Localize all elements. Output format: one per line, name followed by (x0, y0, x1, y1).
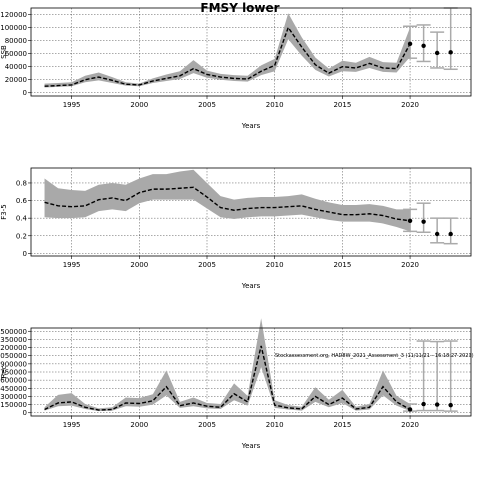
projection-point (448, 402, 453, 408)
x-tick-label: 2015 (333, 421, 351, 429)
x-tick-label: 2010 (266, 421, 284, 429)
y-tick-label: 0.2 (16, 232, 27, 240)
x-tick-label: 2005 (198, 101, 216, 109)
y-tick-label: 120000 (0, 11, 27, 19)
f-panel: 1995 2000 2005 2010 2015 2020 0 0.2 0.4 0.6 0.8 Yea… (0, 167, 472, 290)
projection-point (407, 41, 413, 47)
y-tick-label: 100000 (0, 24, 27, 32)
projection-point (434, 50, 440, 56)
y-tick-label: 60000 (5, 50, 27, 58)
x-tick-label: 2005 (198, 261, 216, 269)
x-tick-label: 1995 (63, 421, 81, 429)
projection-point (448, 50, 453, 55)
y-tick-label: 0.6 (16, 197, 28, 205)
x-tick-label: 2020 (401, 101, 419, 109)
median-line (44, 26, 411, 87)
median-line (44, 186, 411, 222)
y-tick-label: 900000 (0, 360, 27, 368)
x-tick-label: 2015 (333, 261, 351, 269)
y-tick-label: 450000 (0, 385, 27, 393)
projection-point (421, 43, 426, 49)
projection-point (434, 231, 440, 237)
x-tick-label: 2005 (198, 421, 216, 429)
x-tick-label: 2000 (130, 261, 148, 269)
x-axis-title: Years (241, 122, 261, 130)
ssb-panel: 1995 2000 2005 2010 2015 2020 0 20000 40000 60000… (0, 7, 472, 130)
x-tick-label: 2010 (266, 261, 284, 269)
projection-point (434, 402, 440, 407)
assessment-annotation: Stockassessment.org, HAD8W_2021_Assessme… (275, 353, 474, 359)
y-axis-title: SSB (0, 45, 8, 59)
y-tick-label: 1350000 (0, 336, 27, 344)
y-tick-label: 1050000 (0, 352, 27, 360)
y-tick-label: 150000 (0, 401, 27, 409)
y-tick-label: 20000 (5, 76, 27, 84)
confidence-band (44, 318, 411, 412)
y-tick-label: 0 (23, 250, 27, 258)
x-tick-label: 1995 (63, 101, 81, 109)
projection-point (407, 407, 413, 412)
y-tick-label: 40000 (5, 63, 27, 71)
y-tick-label: 1500000 (0, 328, 27, 336)
confidence-band (44, 13, 411, 88)
y-tick-label: 750000 (0, 369, 27, 377)
y-axis-title: Rec (0, 366, 8, 379)
projection-point (448, 231, 453, 237)
x-axis-title: Years (241, 442, 261, 450)
y-tick-label: 300000 (0, 393, 27, 401)
x-tick-label: 2020 (401, 421, 419, 429)
y-tick-label: 0.4 (16, 215, 28, 223)
plot-frame (30, 7, 472, 97)
x-tick-label: 2000 (130, 101, 148, 109)
projection-point (421, 219, 426, 224)
confidence-band (44, 169, 411, 232)
projection-point (421, 401, 426, 407)
x-axis-title: Years (241, 282, 261, 290)
y-axis-title: F3-5 (0, 204, 8, 219)
y-tick-label: 600000 (0, 377, 27, 385)
y-tick-label: 1200000 (0, 344, 27, 352)
x-tick-label: 2000 (130, 421, 148, 429)
recruitment-panel: 1995 2000 2005 2010 2015 2020 0150000300000450… (0, 318, 474, 450)
y-tick-label: 0.8 (16, 179, 27, 187)
plot-frame (30, 167, 472, 257)
x-tick-label: 1995 (63, 261, 81, 269)
x-tick-label: 2010 (266, 101, 284, 109)
x-tick-label: 2020 (401, 261, 419, 269)
y-tick-label: 0 (23, 409, 27, 417)
median-line (44, 345, 411, 411)
projection-point (407, 218, 413, 223)
y-tick-label: 0 (23, 89, 27, 97)
x-tick-label: 2015 (333, 101, 351, 109)
y-tick-label: 80000 (5, 37, 27, 45)
